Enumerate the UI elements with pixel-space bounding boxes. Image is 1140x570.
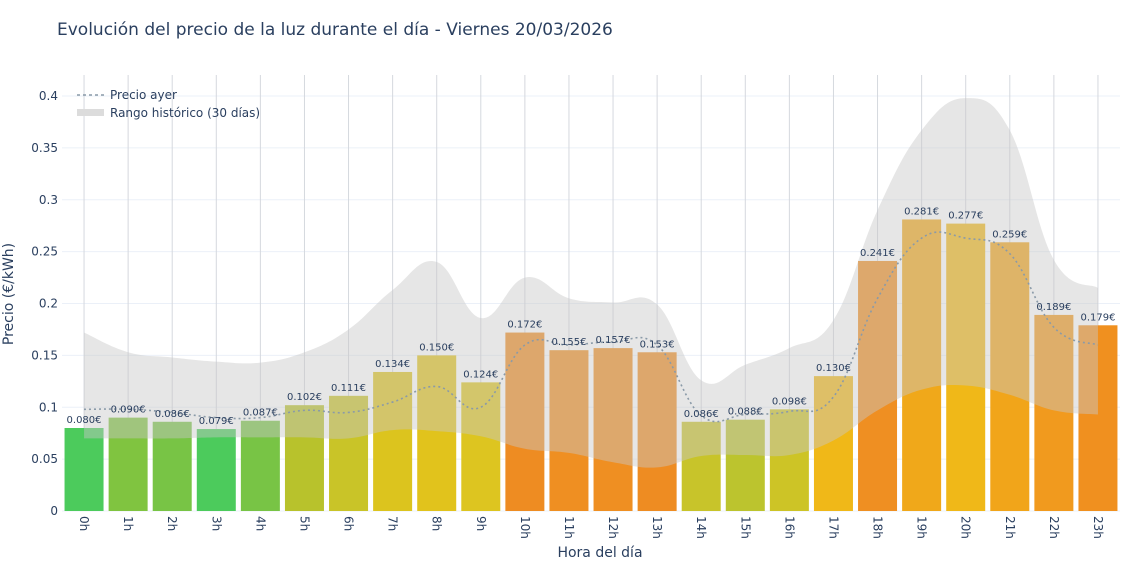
bar-data-label: 0.179€ bbox=[1080, 312, 1115, 323]
bar-2h[interactable] bbox=[152, 421, 192, 511]
bar-8h[interactable] bbox=[417, 355, 457, 511]
chart-title: Evolución del precio de la luz durante e… bbox=[57, 20, 613, 40]
bar-data-label: 0.259€ bbox=[992, 229, 1027, 240]
bar-17h[interactable] bbox=[813, 376, 853, 511]
bar-13h[interactable] bbox=[637, 352, 677, 511]
x-tick-label: 1h bbox=[121, 516, 135, 531]
x-tick-label: 14h bbox=[694, 516, 708, 539]
x-tick-label: 19h bbox=[915, 516, 929, 539]
bar-7h[interactable] bbox=[373, 371, 413, 511]
x-tick-label: 20h bbox=[959, 516, 973, 539]
bar-22h[interactable] bbox=[1034, 314, 1074, 511]
bar-6h[interactable] bbox=[329, 395, 369, 511]
x-tick-label: 3h bbox=[209, 516, 223, 531]
bar-16h[interactable] bbox=[769, 409, 809, 511]
x-tick-label: 6h bbox=[342, 516, 356, 531]
bar-0h[interactable] bbox=[64, 428, 104, 511]
x-tick-label: 17h bbox=[826, 516, 840, 539]
bar-23h[interactable] bbox=[1078, 325, 1118, 511]
historic-range-band bbox=[84, 98, 1098, 468]
legend[interactable]: Precio ayer Rango histórico (30 días) bbox=[77, 88, 260, 120]
bar-19h[interactable] bbox=[902, 219, 942, 511]
x-tick-label: 16h bbox=[782, 516, 796, 539]
x-tick-label: 15h bbox=[738, 516, 752, 539]
bar-data-label: 0.086€ bbox=[155, 409, 190, 420]
y-tick-label: 0.2 bbox=[39, 297, 58, 311]
yesterday-price-line bbox=[84, 231, 1099, 423]
x-tick-label: 0h bbox=[77, 516, 91, 531]
x-tick-label: 23h bbox=[1091, 516, 1105, 539]
y-tick-label: 0.15 bbox=[31, 348, 58, 362]
bar-4h[interactable] bbox=[240, 420, 280, 511]
x-tick-label: 11h bbox=[562, 516, 576, 539]
x-tick-label: 8h bbox=[430, 516, 444, 531]
bar-1h[interactable] bbox=[108, 417, 148, 511]
y-tick-label: 0.3 bbox=[39, 193, 58, 207]
bar-data-label: 0.102€ bbox=[287, 392, 322, 403]
bar-data-label: 0.087€ bbox=[243, 408, 278, 419]
x-tick-label: 18h bbox=[871, 516, 885, 539]
bar-data-label: 0.150€ bbox=[419, 342, 454, 353]
bar-20h[interactable] bbox=[946, 223, 986, 512]
y-tick-label: 0 bbox=[50, 504, 58, 518]
x-tick-label: 2h bbox=[165, 516, 179, 531]
bar-data-label: 0.157€ bbox=[596, 335, 631, 346]
bar-14h[interactable] bbox=[681, 421, 721, 511]
bar-data-label: 0.172€ bbox=[507, 320, 542, 331]
legend-rango-historico[interactable]: Rango histórico (30 días) bbox=[110, 106, 260, 120]
x-tick-label: 10h bbox=[518, 516, 532, 539]
y-tick-label: 0.25 bbox=[31, 245, 58, 259]
x-tick-label: 21h bbox=[1003, 516, 1017, 539]
bar-data-label: 0.130€ bbox=[816, 363, 851, 374]
y-tick-label: 0.35 bbox=[31, 141, 58, 155]
legend-band-swatch bbox=[77, 109, 104, 116]
bar-data-label: 0.111€ bbox=[331, 383, 366, 394]
bar-data-label: 0.155€ bbox=[551, 337, 586, 348]
bar-data-label: 0.277€ bbox=[948, 211, 983, 222]
bar-3h[interactable] bbox=[196, 429, 236, 511]
y-axis-title: Precio (€/kWh) bbox=[1, 243, 17, 345]
bar-data-label: 0.088€ bbox=[728, 407, 763, 418]
legend-precio-ayer[interactable]: Precio ayer bbox=[110, 88, 177, 102]
x-tick-label: 22h bbox=[1047, 516, 1061, 539]
bar-18h[interactable] bbox=[858, 260, 898, 511]
bar-10h[interactable] bbox=[505, 332, 545, 511]
bar-data-label: 0.080€ bbox=[67, 415, 102, 426]
bar-data-label: 0.134€ bbox=[375, 359, 410, 370]
bar-11h[interactable] bbox=[549, 350, 589, 511]
bar-data-label: 0.124€ bbox=[463, 369, 498, 380]
y-tick-label: 0.05 bbox=[31, 452, 58, 466]
x-tick-label: 5h bbox=[297, 516, 311, 531]
bar-5h[interactable] bbox=[284, 405, 324, 511]
y-tick-label: 0.4 bbox=[39, 89, 58, 103]
x-tick-label: 4h bbox=[253, 516, 267, 531]
x-tick-label: 7h bbox=[386, 516, 400, 531]
bar-data-label: 0.153€ bbox=[640, 339, 675, 350]
x-tick-label: 13h bbox=[650, 516, 664, 539]
bar-9h[interactable] bbox=[461, 382, 501, 511]
bar-data-label: 0.241€ bbox=[860, 248, 895, 259]
bar-15h[interactable] bbox=[725, 419, 765, 511]
x-tick-label: 12h bbox=[606, 516, 620, 539]
bar-data-label: 0.086€ bbox=[684, 409, 719, 420]
bar-data-label: 0.281€ bbox=[904, 206, 939, 217]
y-tick-label: 0.1 bbox=[39, 400, 58, 414]
bar-data-label: 0.090€ bbox=[111, 405, 146, 416]
bar-21h[interactable] bbox=[990, 242, 1030, 511]
bar-data-label: 0.079€ bbox=[199, 416, 234, 427]
bar-12h[interactable] bbox=[593, 348, 633, 511]
bar-data-label: 0.189€ bbox=[1036, 302, 1071, 313]
x-tick-label: 9h bbox=[474, 516, 488, 531]
bar-data-label: 0.098€ bbox=[772, 396, 807, 407]
x-axis-title: Hora del día bbox=[557, 545, 642, 561]
